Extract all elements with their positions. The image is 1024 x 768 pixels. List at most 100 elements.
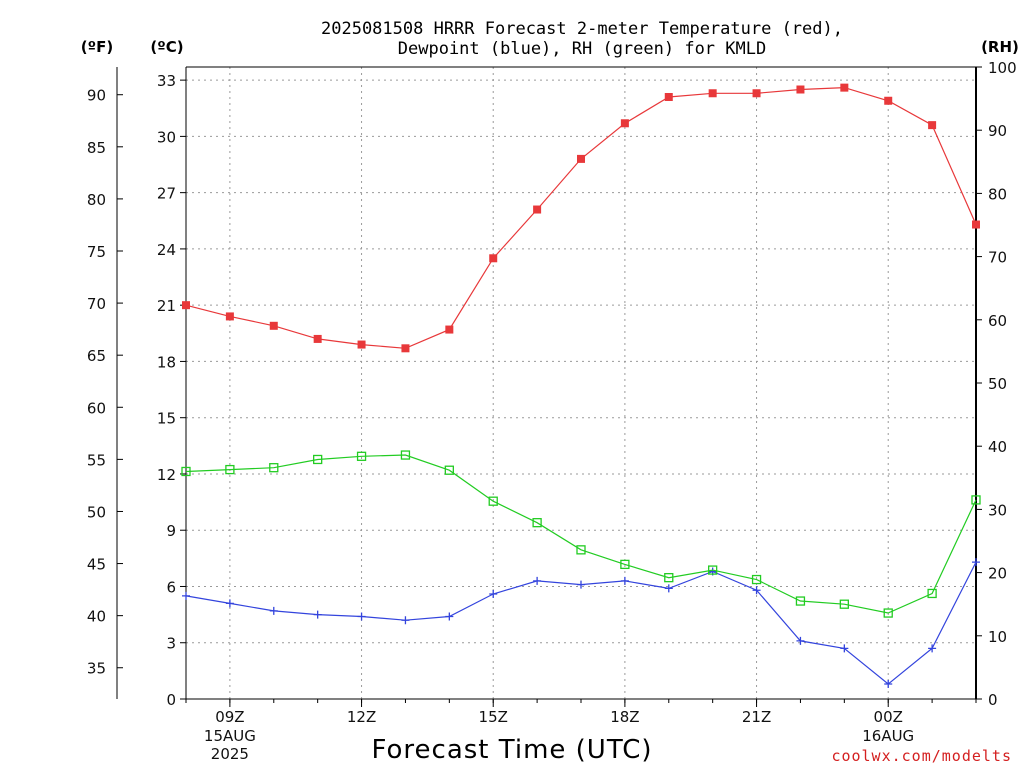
celsius-tick-label: 15 (157, 410, 176, 428)
rh-point (356, 451, 367, 461)
rh-tick-label: 50 (988, 375, 1007, 393)
fahrenheit-tick-label: 65 (87, 347, 106, 365)
temperature-series (182, 83, 980, 353)
dewpoint-point (533, 576, 542, 585)
temperature-point (225, 312, 234, 321)
temperature-point (401, 344, 410, 353)
temperature-point (972, 220, 980, 229)
dewpoint-series (182, 558, 980, 688)
celsius-tick-label: 24 (157, 241, 176, 259)
rh-point (269, 463, 279, 473)
x-tick-label: 00Z (874, 708, 903, 726)
temperature-point (357, 340, 366, 349)
fahrenheit-tick-label: 70 (87, 295, 106, 313)
celsius-tick-label: 0 (166, 691, 176, 709)
data-series (181, 83, 981, 688)
fahrenheit-unit-label: (ºF) (81, 38, 113, 56)
rh-point (620, 559, 630, 570)
dewpoint-point (796, 636, 805, 645)
x-axis-title: Forecast Time (UTC) (371, 735, 652, 765)
fahrenheit-tick-label: 35 (87, 660, 106, 678)
rh-point (313, 454, 323, 465)
fahrenheit-tick-label: 55 (87, 451, 106, 469)
celsius-tick-label: 33 (157, 72, 176, 90)
celsius-tick-label: 21 (157, 297, 176, 315)
rh-point (708, 565, 718, 575)
temperature-point (182, 301, 190, 310)
dewpoint-line (185, 561, 977, 685)
rh-tick-label: 60 (988, 312, 1007, 330)
dewpoint-point (972, 558, 980, 567)
temperature-point (708, 89, 717, 98)
celsius-tick-label: 9 (166, 522, 176, 540)
celsius-tick-label: 6 (166, 578, 176, 596)
rh-tick-label: 90 (988, 122, 1007, 140)
dewpoint-point (577, 580, 585, 589)
temperature-point (489, 254, 498, 263)
x-tick-label: 21Z (742, 708, 771, 726)
temperature-point (752, 89, 761, 98)
rh-point (751, 574, 762, 585)
dewpoint-point (664, 584, 673, 593)
celsius-tick-label: 3 (166, 635, 176, 653)
dewpoint-point (225, 599, 234, 608)
rh-point (883, 608, 893, 618)
rh-unit-label: (RH) (981, 38, 1019, 56)
dewpoint-point (313, 610, 322, 619)
dewpoint-point (269, 606, 278, 615)
temperature-point (313, 334, 322, 343)
credit-text: coolwx.com/modelts (831, 747, 1012, 765)
temperature-point (664, 93, 673, 102)
temperature-point (269, 321, 278, 330)
x-tick-label: 12Z (347, 708, 376, 726)
temperature-point (533, 205, 542, 214)
celsius-tick-label: 12 (157, 466, 176, 484)
chart-title-line-1: 2025081508 HRRR Forecast 2-meter Tempera… (321, 19, 843, 39)
dewpoint-point (445, 612, 454, 621)
rh-point (181, 466, 191, 477)
rh-point (971, 495, 981, 505)
fahrenheit-tick-label: 80 (87, 191, 106, 209)
celsius-tick-label: 18 (157, 353, 176, 371)
axes: 0 3 6 9 12 15 18 21 24 27 30 33 35 40 45 50 55 60 65 70 75 80… (87, 59, 1017, 763)
temperature-point (840, 83, 849, 92)
fahrenheit-tick-label: 75 (87, 243, 106, 261)
rh-series (181, 450, 981, 618)
rh-tick-label: 80 (988, 185, 1007, 203)
rh-point (225, 464, 235, 475)
rh-point (664, 573, 674, 583)
dewpoint-point (489, 589, 498, 598)
temperature-point (620, 119, 629, 128)
rh-point (927, 588, 937, 599)
x-tick-date-label: 15AUG (204, 727, 256, 745)
x-tick-year-label: 2025 (211, 745, 249, 763)
rh-tick-label: 40 (988, 438, 1007, 456)
rh-tick-label: 0 (988, 691, 998, 709)
temperature-point (445, 325, 454, 334)
dewpoint-point (884, 679, 893, 688)
dewpoint-point (182, 591, 190, 600)
rh-point (795, 596, 806, 606)
fahrenheit-tick-label: 45 (87, 556, 106, 574)
rh-point (400, 450, 411, 460)
dewpoint-point (752, 586, 761, 595)
dewpoint-point (840, 644, 849, 653)
rh-tick-label: 20 (988, 565, 1007, 583)
rh-point (532, 518, 542, 528)
temperature-point (577, 154, 585, 163)
x-tick-date-label: 16AUG (862, 727, 914, 745)
temperature-point (796, 85, 805, 94)
dewpoint-point (620, 576, 629, 585)
rh-tick-label: 70 (988, 249, 1007, 267)
fahrenheit-tick-label: 40 (87, 608, 106, 626)
x-tick-label: 18Z (610, 708, 639, 726)
dewpoint-point (357, 612, 366, 621)
rh-point (839, 599, 849, 609)
dewpoint-point (401, 616, 410, 625)
rh-tick-label: 30 (988, 501, 1007, 519)
fahrenheit-tick-label: 90 (87, 87, 106, 105)
x-tick-label: 09Z (215, 708, 244, 726)
rh-point (488, 496, 498, 506)
dewpoint-point (928, 644, 937, 653)
rh-tick-label: 100 (988, 59, 1017, 77)
